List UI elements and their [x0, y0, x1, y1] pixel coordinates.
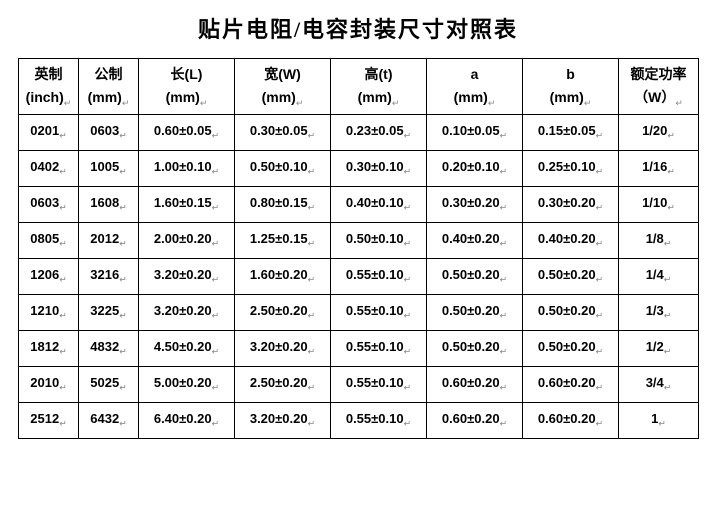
- cell-mm: 4832↵: [79, 331, 139, 367]
- cell-a: 0.40±0.20↵: [427, 223, 523, 259]
- cell-t: 0.55±0.10↵: [331, 331, 427, 367]
- package-size-table: 英制(inch)↵ 公制(mm)↵ 长(L)(mm)↵ 宽(W)(mm)↵ 高(…: [18, 58, 699, 439]
- cell-a: 0.30±0.20↵: [427, 187, 523, 223]
- cell-mm: 2012↵: [79, 223, 139, 259]
- cell-P: 1/10↵: [619, 187, 699, 223]
- cell-P: 1/2↵: [619, 331, 699, 367]
- cell-b: 0.50±0.20↵: [523, 259, 619, 295]
- cell-b: 0.60±0.20↵: [523, 403, 619, 439]
- cell-P: 1/20↵: [619, 115, 699, 151]
- cell-t: 0.55±0.10↵: [331, 259, 427, 295]
- cell-mm: 1005↵: [79, 151, 139, 187]
- cell-L: 4.50±0.20↵: [139, 331, 235, 367]
- cell-a: 0.10±0.05↵: [427, 115, 523, 151]
- table-header-row: 英制(inch)↵ 公制(mm)↵ 长(L)(mm)↵ 宽(W)(mm)↵ 高(…: [19, 59, 699, 115]
- cell-P: 3/4↵: [619, 367, 699, 403]
- cell-W: 0.50±0.10↵: [235, 151, 331, 187]
- cell-inch: 1210↵: [19, 295, 79, 331]
- cell-P: 1/8↵: [619, 223, 699, 259]
- cell-W: 3.20±0.20↵: [235, 331, 331, 367]
- table-row: 0603↵1608↵1.60±0.15↵0.80±0.15↵0.40±0.10↵…: [19, 187, 699, 223]
- table-row: 0402↵1005↵1.00±0.10↵0.50±0.10↵0.30±0.10↵…: [19, 151, 699, 187]
- table-row: 2512↵6432↵6.40±0.20↵3.20±0.20↵0.55±0.10↵…: [19, 403, 699, 439]
- cell-inch: 0603↵: [19, 187, 79, 223]
- cell-t: 0.55±0.10↵: [331, 295, 427, 331]
- cell-inch: 1812↵: [19, 331, 79, 367]
- cell-mm: 6432↵: [79, 403, 139, 439]
- table-row: 1210↵3225↵3.20±0.20↵2.50±0.20↵0.55±0.10↵…: [19, 295, 699, 331]
- cell-b: 0.50±0.20↵: [523, 295, 619, 331]
- cell-P: 1↵: [619, 403, 699, 439]
- cell-W: 0.80±0.15↵: [235, 187, 331, 223]
- table-row: 0805↵2012↵2.00±0.20↵1.25±0.15↵0.50±0.10↵…: [19, 223, 699, 259]
- table-row: 2010↵5025↵5.00±0.20↵2.50±0.20↵0.55±0.10↵…: [19, 367, 699, 403]
- cell-W: 2.50±0.20↵: [235, 367, 331, 403]
- cell-L: 5.00±0.20↵: [139, 367, 235, 403]
- header-power: 额定功率（W）↵: [619, 59, 699, 115]
- cell-L: 6.40±0.20↵: [139, 403, 235, 439]
- cell-t: 0.30±0.10↵: [331, 151, 427, 187]
- cell-P: 1/3↵: [619, 295, 699, 331]
- cell-inch: 2512↵: [19, 403, 79, 439]
- cell-a: 0.50±0.20↵: [427, 295, 523, 331]
- cell-W: 3.20±0.20↵: [235, 403, 331, 439]
- cell-L: 3.20±0.20↵: [139, 295, 235, 331]
- cell-inch: 0201↵: [19, 115, 79, 151]
- cell-a: 0.50±0.20↵: [427, 331, 523, 367]
- cell-b: 0.25±0.10↵: [523, 151, 619, 187]
- cell-t: 0.50±0.10↵: [331, 223, 427, 259]
- header-a: a(mm)↵: [427, 59, 523, 115]
- page-title: 贴片电阻/电容封装尺寸对照表: [18, 12, 698, 44]
- cell-W: 1.25±0.15↵: [235, 223, 331, 259]
- cell-W: 0.30±0.05↵: [235, 115, 331, 151]
- cell-mm: 0603↵: [79, 115, 139, 151]
- cell-a: 0.60±0.20↵: [427, 403, 523, 439]
- cell-L: 3.20±0.20↵: [139, 259, 235, 295]
- cell-b: 0.50±0.20↵: [523, 331, 619, 367]
- cell-W: 2.50±0.20↵: [235, 295, 331, 331]
- header-inch: 英制(inch)↵: [19, 59, 79, 115]
- cell-L: 0.60±0.05↵: [139, 115, 235, 151]
- cell-b: 0.40±0.20↵: [523, 223, 619, 259]
- header-mm: 公制(mm)↵: [79, 59, 139, 115]
- cell-P: 1/16↵: [619, 151, 699, 187]
- cell-b: 0.60±0.20↵: [523, 367, 619, 403]
- header-height: 高(t)(mm)↵: [331, 59, 427, 115]
- cell-inch: 2010↵: [19, 367, 79, 403]
- cell-W: 1.60±0.20↵: [235, 259, 331, 295]
- header-width: 宽(W)(mm)↵: [235, 59, 331, 115]
- cell-mm: 3225↵: [79, 295, 139, 331]
- cell-L: 1.60±0.15↵: [139, 187, 235, 223]
- cell-t: 0.23±0.05↵: [331, 115, 427, 151]
- cell-P: 1/4↵: [619, 259, 699, 295]
- cell-mm: 3216↵: [79, 259, 139, 295]
- cell-a: 0.50±0.20↵: [427, 259, 523, 295]
- cell-a: 0.20±0.10↵: [427, 151, 523, 187]
- cell-inch: 0402↵: [19, 151, 79, 187]
- cell-L: 1.00±0.10↵: [139, 151, 235, 187]
- cell-t: 0.40±0.10↵: [331, 187, 427, 223]
- cell-t: 0.55±0.10↵: [331, 403, 427, 439]
- cell-inch: 0805↵: [19, 223, 79, 259]
- header-length: 长(L)(mm)↵: [139, 59, 235, 115]
- cell-b: 0.30±0.20↵: [523, 187, 619, 223]
- cell-b: 0.15±0.05↵: [523, 115, 619, 151]
- cell-t: 0.55±0.10↵: [331, 367, 427, 403]
- cell-inch: 1206↵: [19, 259, 79, 295]
- table-row: 1206↵3216↵3.20±0.20↵1.60±0.20↵0.55±0.10↵…: [19, 259, 699, 295]
- header-b: b(mm)↵: [523, 59, 619, 115]
- cell-mm: 1608↵: [79, 187, 139, 223]
- table-row: 0201↵0603↵0.60±0.05↵0.30±0.05↵0.23±0.05↵…: [19, 115, 699, 151]
- cell-mm: 5025↵: [79, 367, 139, 403]
- cell-L: 2.00±0.20↵: [139, 223, 235, 259]
- cell-a: 0.60±0.20↵: [427, 367, 523, 403]
- table-row: 1812↵4832↵4.50±0.20↵3.20±0.20↵0.55±0.10↵…: [19, 331, 699, 367]
